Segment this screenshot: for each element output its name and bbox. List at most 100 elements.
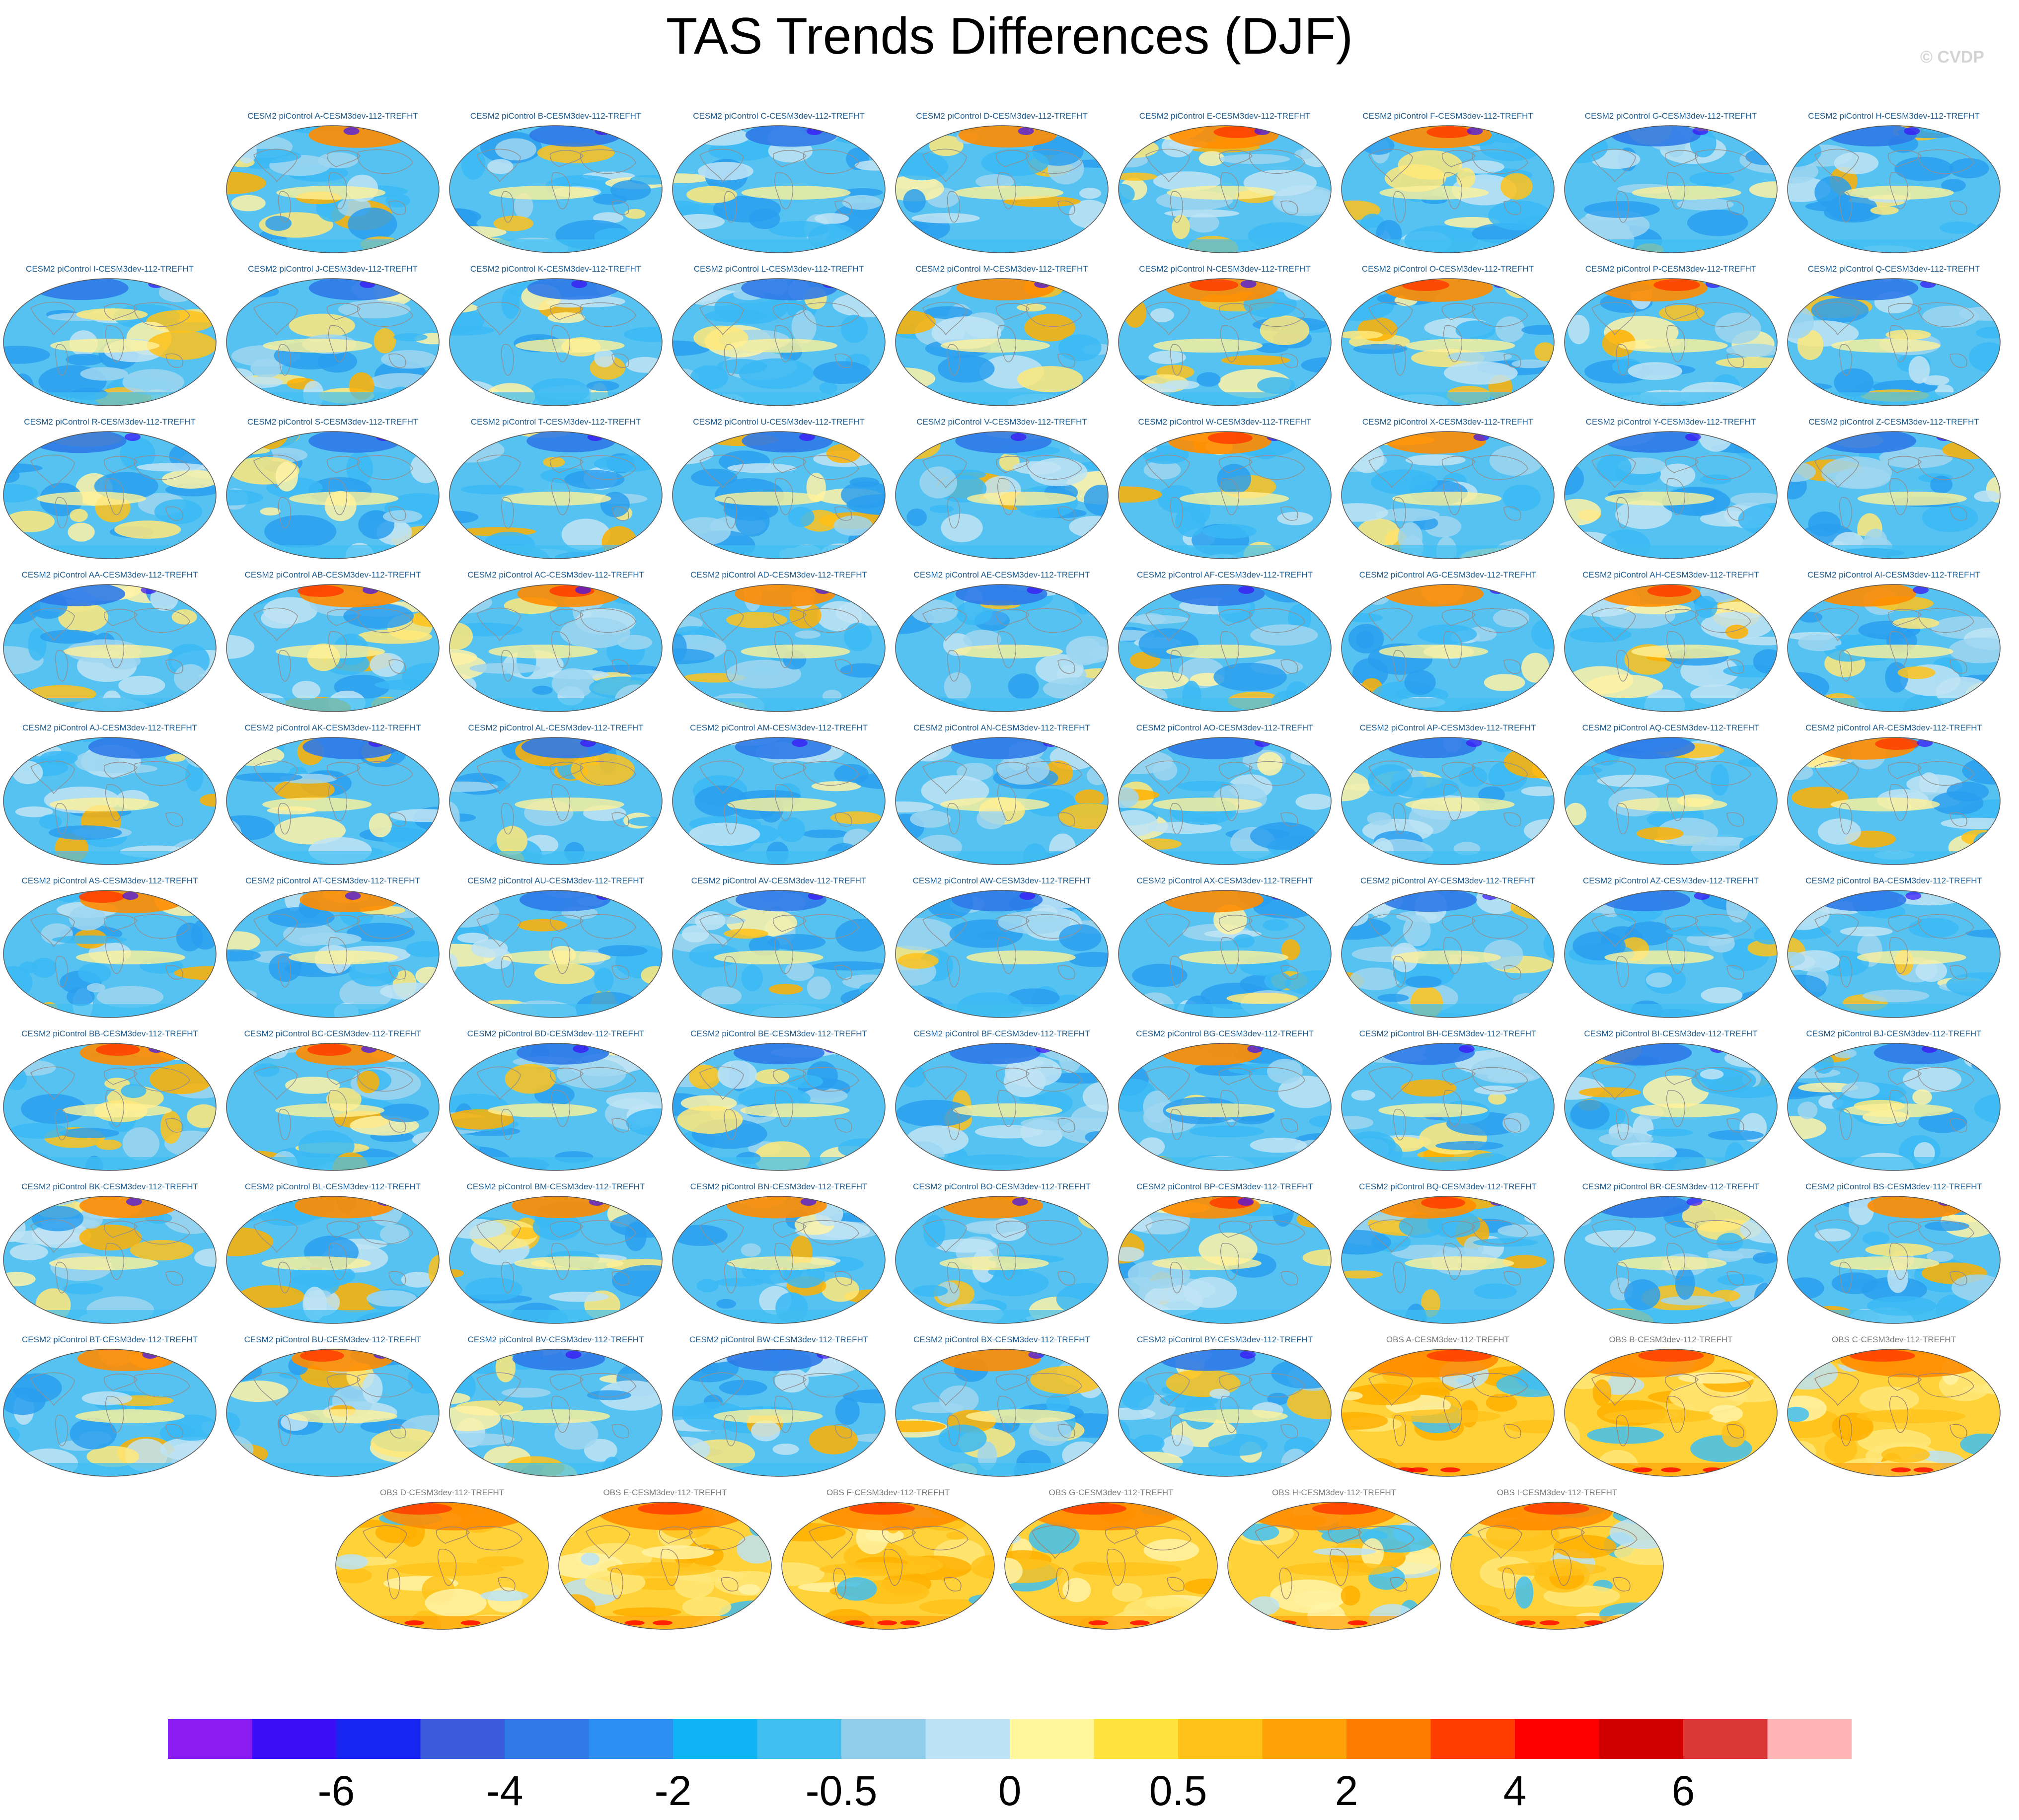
global-map <box>672 1349 886 1477</box>
panel-title: CESM2 piControl AM-CESM3dev-112-TREFHT <box>690 723 868 732</box>
panel-title: CESM2 piControl BV-CESM3dev-112-TREFHT <box>467 1335 644 1344</box>
global-map <box>1341 1349 1555 1477</box>
global-map <box>449 125 663 253</box>
global-map <box>449 278 663 406</box>
map-panel: CESM2 piControl BD-CESM3dev-112-TREFHT <box>444 1029 668 1178</box>
global-map <box>672 584 886 712</box>
map-panel: CESM2 piControl O-CESM3dev-112-TREFHT <box>1336 264 1560 413</box>
panel-title: CESM2 piControl AN-CESM3dev-112-TREFHT <box>913 723 1090 732</box>
map-panel: CESM2 piControl AY-CESM3dev-112-TREFHT <box>1336 876 1560 1025</box>
global-map <box>3 1196 217 1324</box>
map-panel: CESM2 piControl AM-CESM3dev-112-TREFHT <box>667 723 891 872</box>
panel-title: CESM2 piControl Y-CESM3dev-112-TREFHT <box>1585 417 1756 427</box>
colorbar-bin <box>841 1719 926 1759</box>
colorbar-bin <box>1683 1719 1768 1759</box>
panel-title: CESM2 piControl R-CESM3dev-112-TREFHT <box>24 417 196 427</box>
panel-title: CESM2 piControl AE-CESM3dev-112-TREFHT <box>913 570 1090 580</box>
colorbar-bin <box>420 1719 505 1759</box>
colorbar-bin <box>589 1719 673 1759</box>
panel-title: CESM2 piControl T-CESM3dev-112-TREFHT <box>470 417 641 427</box>
global-map <box>1341 1196 1555 1324</box>
map-panel: CESM2 piControl BQ-CESM3dev-112-TREFHT <box>1336 1182 1560 1331</box>
global-map <box>3 1349 217 1477</box>
map-panel: CESM2 piControl W-CESM3dev-112-TREFHT <box>1113 417 1337 566</box>
colorbar-bin <box>1599 1719 1684 1759</box>
map-panel: OBS B-CESM3dev-112-TREFHT <box>1559 1335 1783 1484</box>
colorbar-tick-label: 0 <box>998 1767 1022 1814</box>
global-map <box>449 890 663 1018</box>
panel-title: CESM2 piControl BU-CESM3dev-112-TREFHT <box>244 1335 422 1344</box>
global-map <box>895 1196 1109 1324</box>
global-map <box>672 278 886 406</box>
global-map <box>1564 431 1778 559</box>
global-map <box>1118 1349 1332 1477</box>
global-map <box>1564 584 1778 712</box>
global-map <box>895 1349 1109 1477</box>
global-map <box>226 125 440 253</box>
map-panel: CESM2 piControl U-CESM3dev-112-TREFHT <box>667 417 891 566</box>
global-map <box>1118 431 1332 559</box>
panel-title: CESM2 piControl O-CESM3dev-112-TREFHT <box>1361 264 1534 274</box>
panel-title: CESM2 piControl X-CESM3dev-112-TREFHT <box>1362 417 1534 427</box>
map-panel: CESM2 piControl AU-CESM3dev-112-TREFHT <box>444 876 668 1025</box>
map-panel: CESM2 piControl BP-CESM3dev-112-TREFHT <box>1113 1182 1337 1331</box>
global-map <box>1564 278 1778 406</box>
panel-title: CESM2 piControl AV-CESM3dev-112-TREFHT <box>691 876 867 885</box>
map-panel: CESM2 piControl N-CESM3dev-112-TREFHT <box>1113 264 1337 413</box>
map-panel: OBS C-CESM3dev-112-TREFHT <box>1782 1335 2006 1484</box>
map-panel: CESM2 piControl BH-CESM3dev-112-TREFHT <box>1336 1029 1560 1178</box>
global-map <box>1118 1043 1332 1171</box>
panel-title: CESM2 piControl B-CESM3dev-112-TREFHT <box>470 111 642 121</box>
panel-title: CESM2 piControl P-CESM3dev-112-TREFHT <box>1585 264 1757 274</box>
panel-title: CESM2 piControl BY-CESM3dev-112-TREFHT <box>1136 1335 1313 1344</box>
colorbar-tick-label: -2 <box>654 1767 692 1814</box>
colorbar-bin <box>1262 1719 1347 1759</box>
map-panel: CESM2 piControl E-CESM3dev-112-TREFHT <box>1113 111 1337 260</box>
panel-title: CESM2 piControl K-CESM3dev-112-TREFHT <box>470 264 642 274</box>
colorbar-bin <box>1346 1719 1431 1759</box>
panel-title: CESM2 piControl Z-CESM3dev-112-TREFHT <box>1808 417 1979 427</box>
panel-title: CESM2 piControl U-CESM3dev-112-TREFHT <box>693 417 865 427</box>
colorbar-bin <box>1767 1719 1852 1759</box>
map-panel: CESM2 piControl BO-CESM3dev-112-TREFHT <box>890 1182 1114 1331</box>
global-map <box>895 278 1109 406</box>
map-panel: CESM2 piControl BB-CESM3dev-112-TREFHT <box>0 1029 222 1178</box>
global-map <box>1004 1502 1218 1630</box>
map-panel: CESM2 piControl BT-CESM3dev-112-TREFHT <box>0 1335 222 1484</box>
global-map <box>672 737 886 865</box>
map-panel: CESM2 piControl D-CESM3dev-112-TREFHT <box>890 111 1114 260</box>
global-map <box>1450 1502 1664 1630</box>
global-map <box>1118 278 1332 406</box>
colorbar-tick-label: 4 <box>1503 1767 1527 1814</box>
map-panel: CESM2 piControl BS-CESM3dev-112-TREFHT <box>1782 1182 2006 1331</box>
global-map <box>1787 1043 2001 1171</box>
map-panel: CESM2 piControl AE-CESM3dev-112-TREFHT <box>890 570 1114 719</box>
panel-title: CESM2 piControl W-CESM3dev-112-TREFHT <box>1138 417 1312 427</box>
panel-title: CESM2 piControl AT-CESM3dev-112-TREFHT <box>245 876 420 885</box>
global-map <box>226 1349 440 1477</box>
global-map <box>449 584 663 712</box>
map-panel: CESM2 piControl R-CESM3dev-112-TREFHT <box>0 417 222 566</box>
panel-title: CESM2 piControl AP-CESM3dev-112-TREFHT <box>1359 723 1536 732</box>
map-panel: CESM2 piControl M-CESM3dev-112-TREFHT <box>890 264 1114 413</box>
map-panel: CESM2 piControl BU-CESM3dev-112-TREFHT <box>221 1335 445 1484</box>
panel-title: OBS D-CESM3dev-112-TREFHT <box>379 1488 504 1497</box>
global-map <box>1341 584 1555 712</box>
global-map <box>1118 1196 1332 1324</box>
map-panel: OBS F-CESM3dev-112-TREFHT <box>776 1488 1000 1637</box>
panel-title: OBS A-CESM3dev-112-TREFHT <box>1386 1335 1510 1344</box>
global-map <box>1341 737 1555 865</box>
panel-title: OBS E-CESM3dev-112-TREFHT <box>603 1488 727 1497</box>
map-panel: CESM2 piControl AR-CESM3dev-112-TREFHT <box>1782 723 2006 872</box>
panel-title: CESM2 piControl BD-CESM3dev-112-TREFHT <box>467 1029 645 1038</box>
panel-title: CESM2 piControl AX-CESM3dev-112-TREFHT <box>1136 876 1313 885</box>
map-panel: CESM2 piControl BR-CESM3dev-112-TREFHT <box>1559 1182 1783 1331</box>
global-map <box>1787 431 2001 559</box>
map-panel: CESM2 piControl AP-CESM3dev-112-TREFHT <box>1336 723 1560 872</box>
map-panel: CESM2 piControl AI-CESM3dev-112-TREFHT <box>1782 570 2006 719</box>
map-panel: CESM2 piControl J-CESM3dev-112-TREFHT <box>221 264 445 413</box>
colorbar-tick-label: 0.5 <box>1149 1767 1207 1814</box>
global-map <box>1341 890 1555 1018</box>
map-panel: OBS G-CESM3dev-112-TREFHT <box>999 1488 1223 1637</box>
global-map <box>335 1502 549 1630</box>
